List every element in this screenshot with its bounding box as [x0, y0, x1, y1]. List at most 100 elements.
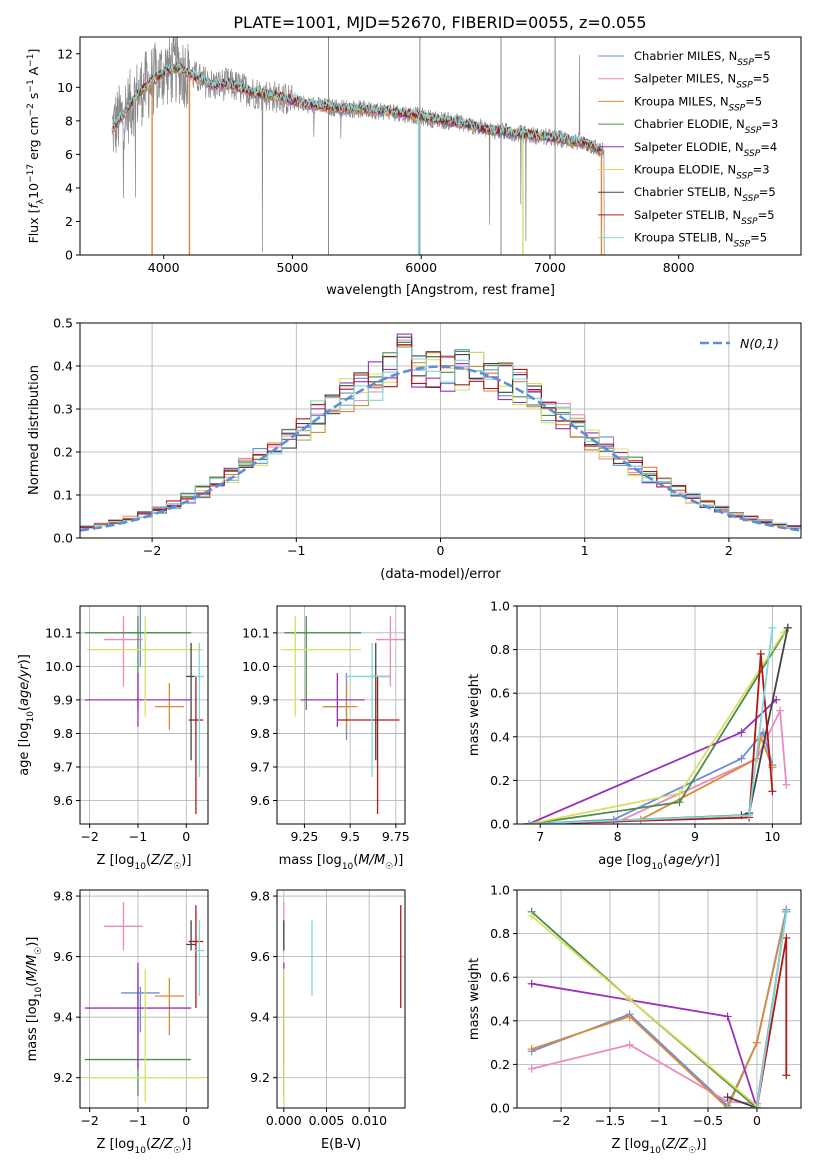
x-tick-label: 9.5: [340, 829, 360, 844]
x-tick-label: 0: [753, 1113, 761, 1128]
x-tick-label: 1: [581, 543, 589, 558]
x-tick-label: 6000: [405, 260, 437, 275]
y-tick-label: 0.6: [490, 686, 510, 701]
weight-line: [531, 982, 758, 1108]
y-axis-label: mass [log10(M/M☉)]: [25, 937, 44, 1062]
weight-marker: [737, 728, 746, 737]
axes-frame: −2 −1 09.29.49.69.8Z [log10(Z/Z☉)]mass [lo…: [25, 889, 209, 1156]
x-tick-label: 0.005: [309, 1113, 345, 1128]
y-tick-label: 8: [65, 113, 73, 128]
y-axis-label-part: erg cm: [26, 116, 41, 164]
weight-marker: [768, 623, 777, 632]
weight-marker: [625, 1040, 634, 1049]
legend-label: Chabrier ELODIE, NSSP=3: [634, 117, 778, 136]
x-tick-label: 0.010: [351, 1113, 387, 1128]
x-tick-label: −2: [143, 543, 161, 558]
legend-label: Chabrier MILES, NSSP=5: [634, 49, 771, 68]
axes-frame: −2 −1 09.69.79.89.910.010.1Z [log10(Z/Z☉)]…: [17, 605, 209, 872]
x-tick-label: −1: [129, 1113, 147, 1128]
weight-marker: [675, 789, 684, 798]
x-axis-label: age [log10(age/yr)]: [598, 853, 720, 872]
y-axis-label-part: age [log: [17, 723, 32, 776]
y-tick-label: 0.4: [490, 729, 510, 744]
x-axis-label-part: )]: [710, 853, 720, 868]
x-axis-label-part: 10: [134, 862, 146, 872]
legend-label-part: Salpeter ELODIE, N: [634, 140, 744, 154]
legend-label: Kroupa ELODIE, NSSP=3: [634, 163, 770, 182]
y-axis-label: Flux [fλ10−17 erg cm−2 s−1 A−1]: [26, 49, 46, 244]
legend-label: Kroupa STELIB, NSSP=5: [634, 231, 767, 250]
x-axis-label-part: Z/Z: [665, 1137, 689, 1152]
y-tick-label: 10.1: [45, 625, 73, 640]
y-tick-label: 0.8: [490, 926, 510, 941]
y-axis-label-part: f: [26, 203, 41, 209]
x-tick-label: 5000: [277, 260, 309, 275]
x-axis-label-part: (: [353, 853, 358, 868]
plot-area: [527, 905, 791, 1108]
y-axis-label-part: 10: [26, 711, 36, 723]
chart-spectrum: 4000 5000 6000 7000 8000 0 2 4 6 8 10 12 wavelength …: [26, 36, 802, 298]
x-tick-label: 0.000: [266, 1113, 302, 1128]
axes-border: [276, 605, 406, 825]
x-tick-label: 0: [182, 1113, 190, 1128]
weight-marker: [723, 1012, 732, 1021]
y-tick-label: 0: [65, 248, 73, 263]
y-tick-label: 0.6: [490, 970, 510, 985]
x-axis-label-part: Z/Z: [150, 853, 174, 868]
y-axis-label: mass weight: [467, 958, 482, 1040]
axes-frame: −2 −1.5 −1 −0.5 0 0.0 0.2 0.4 0.6 0.8 1.0 Z [log10(…: [467, 883, 802, 1156]
y-axis-label-part: 10: [26, 183, 41, 199]
y-axis-label-part: ]: [26, 49, 41, 54]
y-tick-label: 6: [65, 147, 73, 162]
y-tick-label: 1.0: [490, 599, 510, 614]
legend-label-part: SSP: [729, 103, 746, 113]
legend-label-part: SSP: [737, 58, 754, 68]
x-tick-label: −2: [80, 1113, 98, 1128]
y-tick-label: 0.4: [490, 1013, 510, 1028]
chart-mass-vs-Z: −2 −1 09.29.49.69.8Z [log10(Z/Z☉)]mass [lo…: [25, 889, 209, 1156]
y-tick-label: 0.2: [490, 773, 510, 788]
x-axis-label: mass [log10(M/M☉)]: [279, 853, 404, 872]
legend-label-part: SSP: [734, 240, 751, 250]
x-tick-label: 9.75: [382, 829, 410, 844]
y-tick-label: 9.7: [250, 759, 270, 774]
x-tick-label: 10: [764, 829, 780, 844]
y-axis-label-part: λ: [36, 198, 46, 204]
plot-area: [84, 606, 205, 814]
y-axis-label-part: −1: [26, 79, 36, 92]
x-axis-label-part: ☉: [688, 1146, 696, 1156]
legend-label-part: =5: [759, 185, 776, 199]
plot-area: [80, 333, 801, 532]
weight-marker: [752, 1038, 761, 1047]
x-tick-label: −2: [552, 1113, 570, 1128]
axes-border: [79, 605, 209, 825]
legend-label-part: =5: [745, 94, 762, 108]
y-axis-label-part: )]: [17, 654, 32, 664]
x-axis-label-part: ☉: [173, 1146, 181, 1156]
x-tick-label: 8000: [663, 260, 695, 275]
axes-frame: 0.000 0.005 0.010 9.2 9.4 9.6 9.8 E(B-V): [250, 889, 406, 1152]
legend-label: Chabrier STELIB, NSSP=5: [634, 185, 776, 204]
weight-line: [727, 911, 788, 1108]
y-tick-label: 9.8: [250, 726, 270, 741]
plot-area: [84, 902, 205, 1102]
x-tick-label: 4000: [148, 260, 180, 275]
x-tick-label: −2: [80, 829, 98, 844]
legend-label-part: =5: [750, 231, 767, 245]
weight-marker: [737, 754, 746, 763]
chart-age-vs-Z: −2 −1 09.69.79.89.910.010.1Z [log10(Z/Z☉)]…: [17, 605, 209, 872]
legend-label-part: Salpeter STELIB, N: [634, 208, 741, 222]
legend-label-part: =3: [761, 117, 778, 131]
x-axis-label-part: )]: [181, 1137, 191, 1152]
axes-border: [79, 36, 802, 256]
x-tick-label: −1: [287, 543, 305, 558]
y-tick-label: 10.0: [242, 659, 270, 674]
axes-frame: 9.25 9.5 9.75 9.6 9.7 9.8 9.9 10.0 10.1 mass [log…: [242, 605, 410, 872]
y-tick-label: 9.6: [250, 949, 270, 964]
weight-marker: [625, 995, 634, 1003]
legend-label-part: Chabrier STELIB, N: [634, 185, 742, 199]
legend-label: Kroupa MILES, NSSP=5: [634, 94, 762, 113]
y-tick-label: 9.9: [53, 692, 73, 707]
y-axis-label: mass weight: [467, 674, 482, 756]
